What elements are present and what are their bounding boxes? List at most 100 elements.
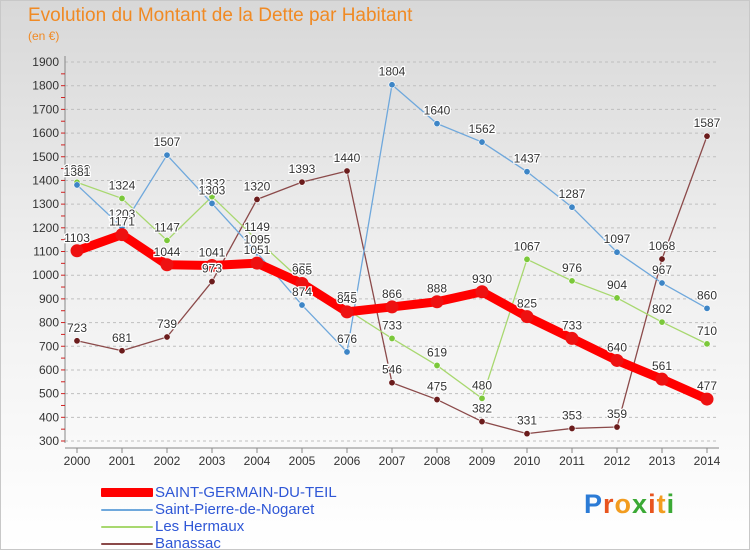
logo-letter: t <box>656 489 667 519</box>
data-label: 723 <box>67 321 87 335</box>
data-point <box>433 120 441 128</box>
data-label: 331 <box>517 414 537 428</box>
data-point <box>613 248 621 256</box>
data-point <box>703 304 711 312</box>
y-tick-label: 1300 <box>32 197 59 211</box>
x-tick-label: 2001 <box>109 454 136 468</box>
data-point <box>613 294 621 302</box>
y-tick-label: 1400 <box>32 173 59 187</box>
data-point <box>610 353 624 367</box>
data-point <box>430 295 444 309</box>
y-tick-label: 400 <box>39 410 59 424</box>
data-label: 733 <box>382 318 402 332</box>
data-label: 480 <box>472 378 492 392</box>
data-point <box>478 418 486 426</box>
data-point <box>73 337 81 345</box>
x-tick-label: 2008 <box>424 454 451 468</box>
data-point <box>385 300 399 314</box>
data-label: 1440 <box>334 151 361 165</box>
data-label: 1562 <box>469 122 496 136</box>
x-tick-label: 2014 <box>694 454 721 468</box>
data-point <box>253 236 261 244</box>
data-point <box>703 340 711 348</box>
data-point <box>163 333 171 341</box>
legend-swatch <box>101 508 153 511</box>
data-point <box>160 258 174 272</box>
y-tick-label: 700 <box>39 339 59 353</box>
data-label: 845 <box>337 292 357 306</box>
data-point <box>388 334 396 342</box>
legend-label: SAINT-GERMAIN-DU-TEIL <box>155 484 337 501</box>
legend-swatch <box>101 488 153 497</box>
x-tick-label: 2012 <box>604 454 631 468</box>
data-point <box>655 372 669 386</box>
x-tick-label: 2013 <box>649 454 676 468</box>
data-label: 967 <box>652 263 672 277</box>
data-point <box>343 167 351 175</box>
data-point <box>520 310 534 324</box>
data-point <box>208 278 216 286</box>
x-tick-label: 2010 <box>514 454 541 468</box>
data-label: 1044 <box>154 245 181 259</box>
data-label: 733 <box>562 318 582 332</box>
data-label: 888 <box>427 282 447 296</box>
data-point <box>568 277 576 285</box>
data-point <box>208 199 216 207</box>
data-label: 676 <box>337 332 357 346</box>
data-point <box>298 178 306 186</box>
x-tick-label: 2004 <box>244 454 271 468</box>
data-label: 640 <box>607 340 627 354</box>
y-tick-label: 1000 <box>32 268 59 282</box>
y-tick-label: 900 <box>39 292 59 306</box>
data-point <box>658 279 666 287</box>
legend-swatch <box>101 542 153 545</box>
logo-letter: P <box>584 489 604 519</box>
y-tick-label: 1800 <box>32 79 59 93</box>
logo-letter: i <box>648 489 657 519</box>
data-label: 1320 <box>244 179 271 193</box>
data-point <box>250 256 264 270</box>
data-point <box>523 430 531 438</box>
data-point <box>163 151 171 159</box>
data-label: 1332 <box>199 177 226 191</box>
data-label: 1097 <box>604 232 631 246</box>
x-tick-label: 2011 <box>559 454 585 468</box>
legend-label: Saint-Pierre-de-Nogaret <box>155 501 315 518</box>
y-tick-label: 1500 <box>32 150 59 164</box>
data-label: 1324 <box>109 178 136 192</box>
data-point <box>343 348 351 356</box>
data-label: 475 <box>427 380 447 394</box>
legend-label: Banassac <box>155 535 221 552</box>
data-point <box>118 347 126 355</box>
data-label: 1437 <box>514 152 541 166</box>
data-label: 1392 <box>64 162 91 176</box>
x-tick-label: 2002 <box>154 454 181 468</box>
data-point <box>295 276 309 290</box>
data-point <box>475 285 489 299</box>
data-label: 965 <box>292 263 312 277</box>
data-label: 1068 <box>649 239 676 253</box>
data-label: 866 <box>382 287 402 301</box>
data-point <box>565 331 579 345</box>
data-point <box>703 132 711 140</box>
data-label: 1171 <box>109 215 135 229</box>
data-point <box>70 244 84 258</box>
data-point <box>568 424 576 432</box>
data-label: 973 <box>202 262 222 276</box>
y-tick-label: 1900 <box>32 55 59 69</box>
legend-item: Banassac <box>101 535 337 552</box>
data-label: 904 <box>607 278 627 292</box>
logo-letter: o <box>614 489 633 519</box>
logo-letter: x <box>632 489 649 519</box>
data-label: 1640 <box>424 104 451 118</box>
data-label: 1147 <box>154 220 180 234</box>
y-tick-label: 1200 <box>32 221 59 235</box>
chart-subtitle: (en €) <box>28 29 60 43</box>
data-point <box>253 249 261 257</box>
x-tick-label: 2000 <box>64 454 91 468</box>
y-tick-label: 1700 <box>32 102 59 116</box>
x-tick-label: 2007 <box>379 454 406 468</box>
y-tick-label: 500 <box>39 387 59 401</box>
